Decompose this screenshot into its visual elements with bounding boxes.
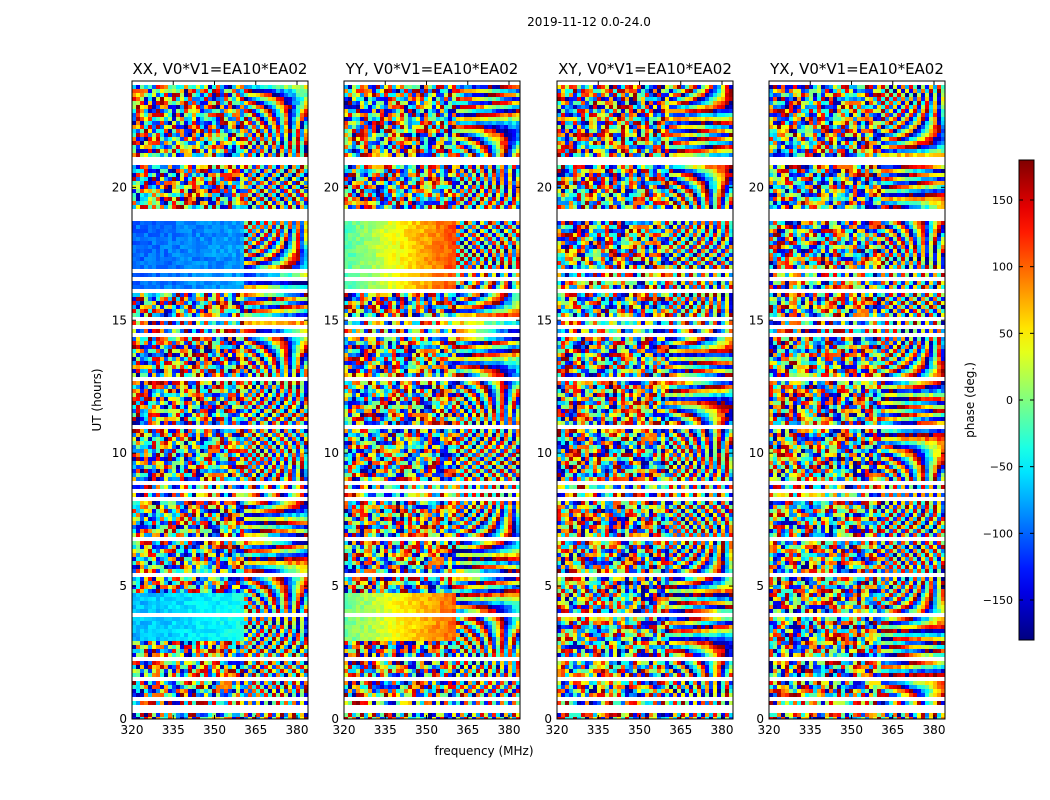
heatmap-cells bbox=[344, 81, 520, 719]
y-tick-label: 5 bbox=[119, 579, 127, 593]
panel-title: XX, V0*V1=EA10*EA02 bbox=[133, 60, 308, 78]
y-tick-label: 10 bbox=[112, 446, 127, 460]
colorbar-tick-label: 100 bbox=[992, 261, 1013, 274]
x-tick-label: 320 bbox=[121, 723, 144, 737]
y-tick-label: 5 bbox=[331, 579, 339, 593]
x-tick-label: 350 bbox=[415, 723, 438, 737]
panel-title: YY, V0*V1=EA10*EA02 bbox=[345, 60, 519, 78]
panel-frame bbox=[343, 80, 521, 720]
heatmap-cells bbox=[132, 81, 308, 719]
x-tick-label: 365 bbox=[669, 723, 692, 737]
y-tick-label: 15 bbox=[324, 313, 339, 327]
x-tick-label: 320 bbox=[333, 723, 356, 737]
y-tick-label: 15 bbox=[537, 313, 552, 327]
panel-1: XX, V0*V1=EA10*EA02 320 335 350 365 380 0 5 10 15… bbox=[112, 60, 309, 737]
panel-2: YY, V0*V1=EA10*EA02 320 335 350 365 380 0 5 10 15… bbox=[324, 60, 521, 737]
y-tick-label: 0 bbox=[756, 712, 764, 726]
y-tick-label: 10 bbox=[537, 446, 552, 460]
y-tick-label: 0 bbox=[544, 712, 552, 726]
x-tick-label: 365 bbox=[244, 723, 267, 737]
figure-suptitle: 2019-11-12 0.0-24.0 bbox=[527, 15, 651, 29]
colorbar-tick-label: 150 bbox=[992, 194, 1013, 207]
panel-title: YX, V0*V1=EA10*EA02 bbox=[769, 60, 944, 78]
panel-frame bbox=[556, 80, 734, 720]
y-tick-label: 15 bbox=[749, 313, 764, 327]
y-tick-label: 0 bbox=[119, 712, 127, 726]
x-tick-label: 335 bbox=[799, 723, 822, 737]
x-tick-label: 380 bbox=[498, 723, 521, 737]
y-tick-label: 5 bbox=[756, 579, 764, 593]
colorbar-label: phase (deg.) bbox=[963, 362, 977, 438]
x-tick-label: 335 bbox=[374, 723, 397, 737]
panels: XX, V0*V1=EA10*EA02 320 335 350 365 380 0 5 10 15… bbox=[112, 60, 946, 737]
heatmap-cells bbox=[769, 81, 945, 719]
panel-4: YX, V0*V1=EA10*EA02 320 335 350 365 380 0 5 10 15… bbox=[749, 60, 946, 737]
y-tick-label: 20 bbox=[749, 180, 764, 194]
y-tick-label: 20 bbox=[537, 180, 552, 194]
panel-3: XY, V0*V1=EA10*EA02 320 335 350 365 380 0 5 10 15… bbox=[537, 60, 734, 737]
colorbar-tick-label: −150 bbox=[983, 594, 1013, 607]
x-tick-label: 380 bbox=[923, 723, 946, 737]
x-axis-label: frequency (MHz) bbox=[434, 744, 533, 758]
x-tick-label: 350 bbox=[840, 723, 863, 737]
y-tick-label: 15 bbox=[112, 313, 127, 327]
x-tick-label: 365 bbox=[881, 723, 904, 737]
y-tick-label: 10 bbox=[324, 446, 339, 460]
panel-title: XY, V0*V1=EA10*EA02 bbox=[558, 60, 732, 78]
colorbar-tick-label: −50 bbox=[990, 461, 1013, 474]
y-tick-label: 0 bbox=[331, 712, 339, 726]
heatmap-cells bbox=[557, 81, 733, 719]
colorbar-tick-label: 50 bbox=[999, 327, 1013, 340]
colorbar: 150 100 50 0 −50 −100 −150 bbox=[983, 159, 1035, 641]
y-tick-label: 10 bbox=[749, 446, 764, 460]
panel-frame bbox=[768, 80, 946, 720]
y-tick-label: 5 bbox=[544, 579, 552, 593]
panel-frame bbox=[131, 80, 309, 720]
y-tick-label: 20 bbox=[112, 180, 127, 194]
x-tick-label: 335 bbox=[162, 723, 185, 737]
x-tick-label: 350 bbox=[628, 723, 651, 737]
x-tick-label: 365 bbox=[456, 723, 479, 737]
x-tick-label: 320 bbox=[546, 723, 569, 737]
x-tick-label: 335 bbox=[587, 723, 610, 737]
x-tick-label: 380 bbox=[711, 723, 734, 737]
colorbar-tick-label: −100 bbox=[983, 527, 1013, 540]
y-axis-label: UT (hours) bbox=[90, 368, 104, 431]
x-tick-label: 350 bbox=[203, 723, 226, 737]
x-tick-label: 380 bbox=[286, 723, 309, 737]
x-tick-label: 320 bbox=[758, 723, 781, 737]
y-tick-label: 20 bbox=[324, 180, 339, 194]
colorbar-tick-label: 0 bbox=[1006, 394, 1013, 407]
